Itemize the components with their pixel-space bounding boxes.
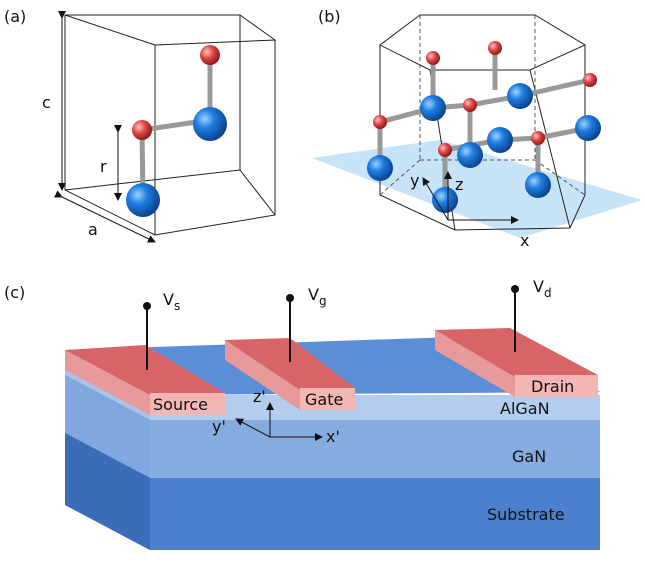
layer-label: AlGaN <box>500 399 550 418</box>
panel-a: (a) c r a <box>4 7 275 242</box>
atom-n <box>200 45 220 65</box>
panel-c: (c) Source Gate Drain AlGaN GaN Substrat… <box>4 277 600 550</box>
electrode-label: Drain <box>531 377 574 396</box>
dim-label: a <box>88 220 98 239</box>
layer-label: GaN <box>512 447 546 466</box>
panel-b: (b) x y z <box>312 7 642 250</box>
axis-label: y' <box>212 417 226 436</box>
cell-back <box>65 15 275 215</box>
layer-label: Substrate <box>487 505 565 524</box>
panel-label: (a) <box>4 7 26 26</box>
dim-label: r <box>100 157 107 176</box>
atom-ga <box>193 107 227 141</box>
panel-label: (b) <box>318 7 341 26</box>
electrode-label: Source <box>153 395 208 414</box>
terminal-label: Vs <box>163 290 180 313</box>
label-part: V <box>308 285 319 304</box>
axis-label: x <box>520 231 529 250</box>
panel-label: (c) <box>4 283 25 302</box>
label-part: g <box>319 294 327 308</box>
dim-label: c <box>42 93 51 112</box>
terminal-label: Vg <box>308 285 327 308</box>
atom-n <box>132 120 152 140</box>
axis-label: y <box>410 171 419 190</box>
axis-label: x' <box>326 427 340 446</box>
label-part: V <box>533 277 544 296</box>
label-part: s <box>174 299 180 313</box>
label-part: V <box>163 290 174 309</box>
label-part: d <box>544 286 552 300</box>
atom-ga <box>126 183 160 217</box>
figure: (a) c r a (b) x y z (c) So <box>0 0 645 571</box>
electrode-label: Gate <box>305 390 343 409</box>
axis-label: z' <box>253 387 266 406</box>
terminal-label: Vd <box>533 277 552 300</box>
axis-label: z <box>455 175 463 194</box>
